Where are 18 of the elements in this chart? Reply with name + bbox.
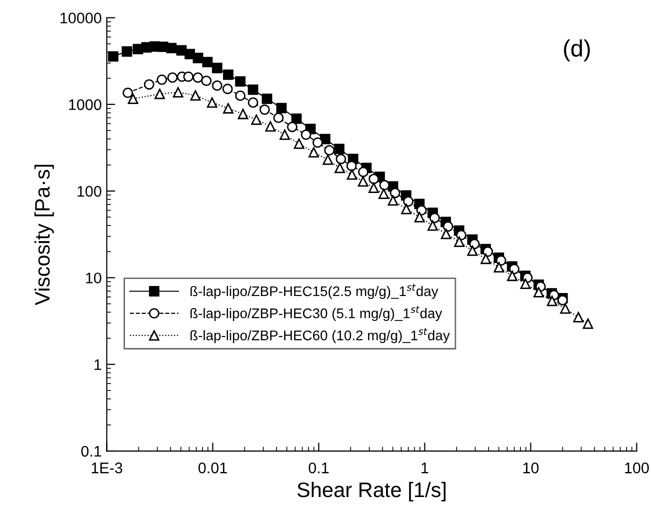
y-tick-label: 1 <box>94 359 102 370</box>
y-tick-label: 100 <box>78 186 102 197</box>
x-tick-label: 0.1 <box>308 462 329 474</box>
y-tick-label: 0.1 <box>81 446 102 457</box>
legend-label: ß-lap-lipo/ZBP-HEC30 (5.1 mg/g)_1$^{st}$day <box>190 306 442 321</box>
x-tick-label: 1E-3 <box>92 462 122 474</box>
y-axis-title: Viscosity [Pa·s] <box>34 164 54 306</box>
legend-label: ß-lap-lipo/ZBP-HEC60 (10.2 mg/g)_1$^{st}$day <box>190 328 450 344</box>
x-tick-label: 100 <box>625 462 649 474</box>
y-tick-label: 10000 <box>60 12 102 24</box>
x-tick-label: 0.01 <box>198 462 227 474</box>
annotation: (d) <box>564 39 590 62</box>
y-tick-label: 1000 <box>69 99 102 110</box>
x-tick-label: 1 <box>422 462 428 474</box>
legend-label: ß-lap-lipo/ZBP-HEC15(2.5 mg/g)_1$^{st}$day <box>190 284 438 299</box>
y-tick-label: 10 <box>86 272 102 284</box>
x-axis-title: Shear Rate [1/s] <box>297 482 446 502</box>
x-tick-label: 10 <box>523 462 539 474</box>
